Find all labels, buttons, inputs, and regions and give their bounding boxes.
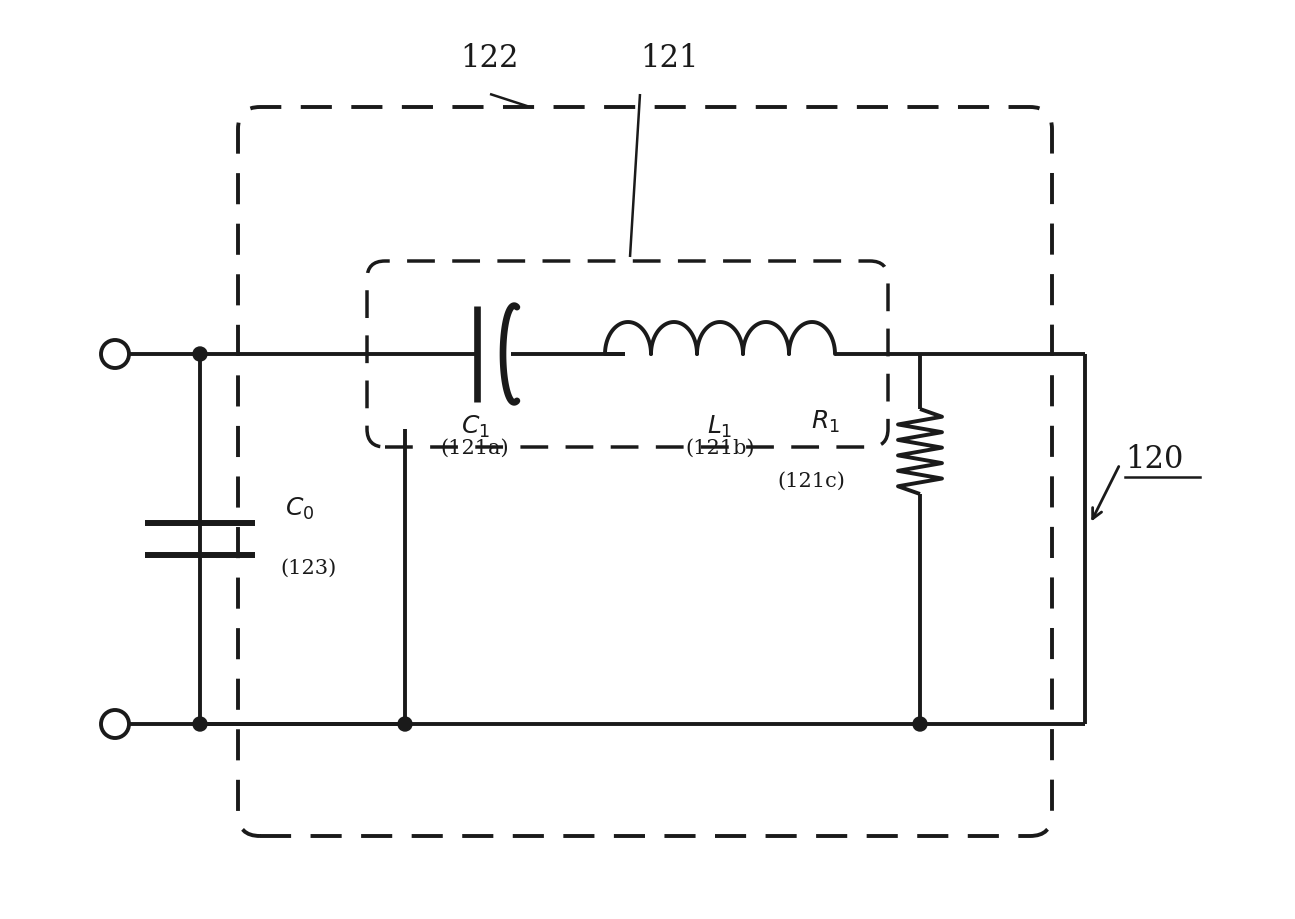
Circle shape xyxy=(913,717,927,731)
Text: (121a): (121a) xyxy=(440,439,509,458)
Text: $C_0$: $C_0$ xyxy=(285,496,315,522)
Circle shape xyxy=(398,717,412,731)
Text: (121c): (121c) xyxy=(777,471,846,491)
Text: 120: 120 xyxy=(1125,444,1184,474)
Text: 121: 121 xyxy=(641,43,699,74)
Circle shape xyxy=(193,717,207,731)
Text: $L_1$: $L_1$ xyxy=(707,414,733,440)
Text: (123): (123) xyxy=(280,559,337,578)
Text: $R_1$: $R_1$ xyxy=(811,408,840,435)
Text: 122: 122 xyxy=(461,43,519,74)
Text: (121b): (121b) xyxy=(685,439,755,458)
Text: $C_1$: $C_1$ xyxy=(461,414,490,440)
Circle shape xyxy=(193,347,207,361)
